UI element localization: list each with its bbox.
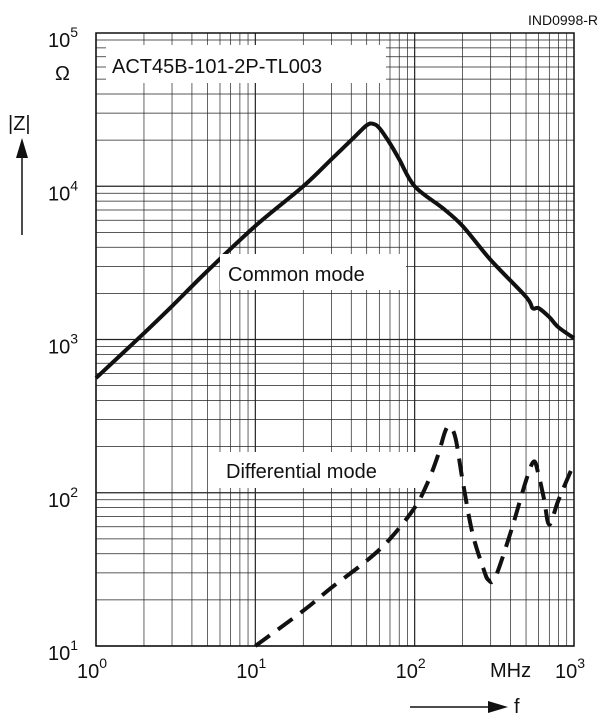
y-tick-label: 105 bbox=[48, 24, 78, 52]
y-unit: Ω bbox=[55, 63, 70, 85]
x-axis-arrow bbox=[410, 701, 508, 713]
series-layer bbox=[94, 121, 576, 648]
chart-title: ACT45B-101-2P-TL003 bbox=[112, 56, 322, 78]
y-tick-label: 104 bbox=[48, 177, 78, 205]
differential-mode-label: Differential mode bbox=[226, 461, 377, 483]
common-mode-line bbox=[94, 121, 576, 380]
x-tick-label: 101 bbox=[236, 655, 266, 683]
x-tick-label: 100 bbox=[77, 655, 107, 683]
y-tick-label: 102 bbox=[48, 484, 78, 512]
y-tick-label: 101 bbox=[48, 637, 78, 665]
differential-mode-line bbox=[254, 424, 576, 648]
grid-lines bbox=[95, 33, 574, 647]
common-mode-label-box bbox=[220, 254, 406, 290]
common-mode-label: Common mode bbox=[228, 264, 365, 286]
x-tick-label: 102 bbox=[396, 655, 426, 683]
y-axis-label: |Z| bbox=[8, 113, 31, 135]
plot-frame bbox=[95, 32, 575, 647]
title-box bbox=[106, 45, 386, 83]
x-unit-box bbox=[486, 652, 544, 686]
figure-id: IND0998-R bbox=[528, 12, 598, 28]
x-axis-label: f bbox=[514, 696, 520, 717]
differential-mode-label-box bbox=[218, 452, 418, 488]
y-tick-label: 103 bbox=[48, 331, 78, 359]
x-unit: MHz bbox=[490, 660, 531, 682]
y-axis-arrow bbox=[16, 138, 28, 235]
x-tick-label: 103 bbox=[555, 655, 585, 683]
